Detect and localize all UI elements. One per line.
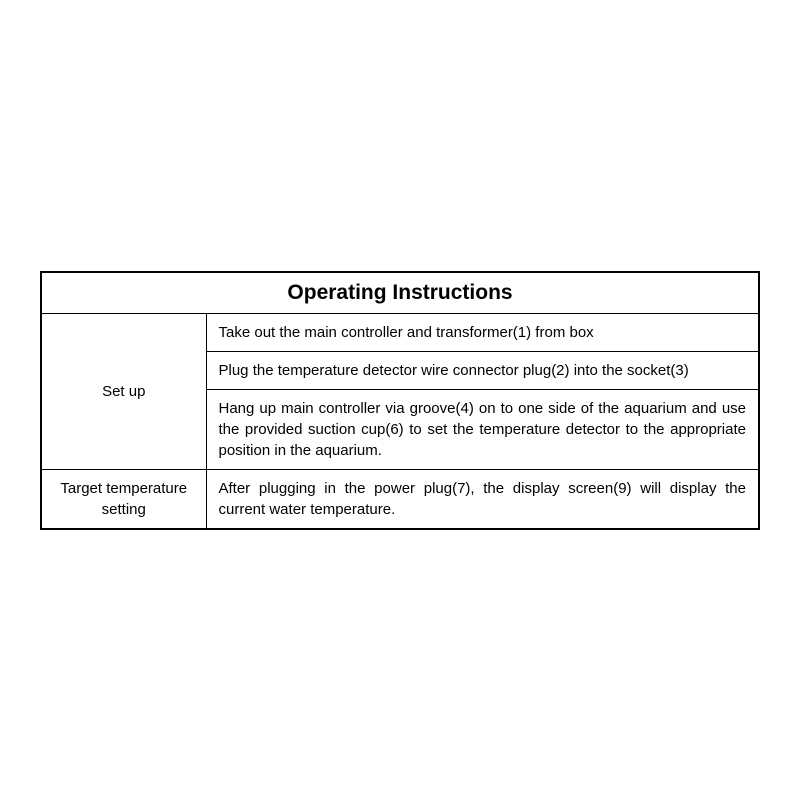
instructions-table: Operating Instructions Set up Take out t…	[40, 271, 760, 530]
row-label-target: Target temperature setting	[41, 469, 206, 529]
row-content: Hang up main controller via groove(4) on…	[206, 389, 759, 469]
row-content: Plug the temperature detector wire conne…	[206, 351, 759, 389]
instructions-container: Operating Instructions Set up Take out t…	[40, 271, 760, 530]
table-row: Set up Take out the main controller and …	[41, 313, 759, 351]
row-content: Take out the main controller and transfo…	[206, 313, 759, 351]
row-label-setup: Set up	[41, 313, 206, 469]
row-content: After plugging in the power plug(7), the…	[206, 469, 759, 529]
table-title: Operating Instructions	[41, 272, 759, 314]
table-row: Target temperature setting After pluggin…	[41, 469, 759, 529]
